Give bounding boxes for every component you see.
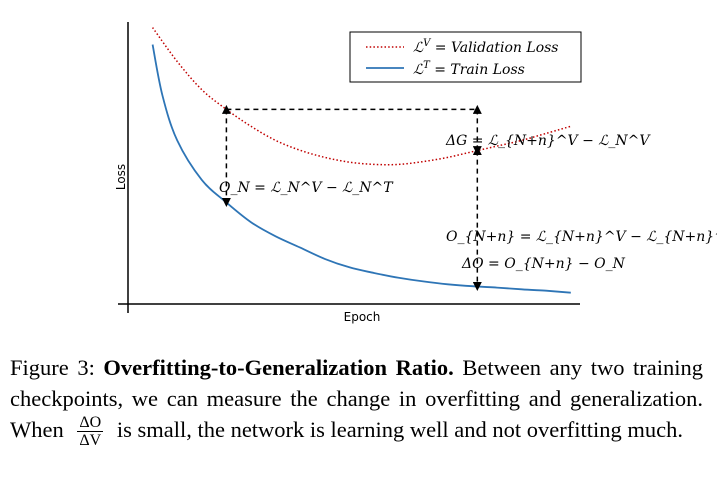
legend: ℒV = Validation Loss ℒT = Train Loss [349, 31, 582, 83]
annotation-overfitting-n-plus-n: O_{N+n} = ℒ_{N+n}^V − ℒ_{N+n}^T [446, 229, 717, 245]
train-loss-line [151, 44, 571, 294]
legend-box [349, 31, 582, 83]
delta-ratio-fraction: ΔO ΔV [77, 414, 104, 450]
x-axis-label: Epoch [344, 310, 381, 324]
caption-body-2: is small, the network is learning well a… [111, 417, 683, 442]
legend-entry-validation: ℒV = Validation Loss [413, 38, 559, 56]
loss-chart: Epoch Loss ℒV = Validation Loss ℒT = Tra… [114, 22, 717, 324]
legend-entry-train: ℒT = Train Loss [413, 60, 525, 78]
fraction-numerator: ΔO [77, 414, 104, 433]
caption-title: Overfitting-to-Generalization Ratio. [103, 355, 454, 380]
fraction-denominator: ΔV [79, 432, 102, 450]
caption-body-1: Between any two training checkpoints, we… [10, 355, 703, 442]
figure-caption: Figure 3: Overfitting-to-Generalization … [10, 352, 703, 449]
annotation-delta-o: ΔO = O_{N+n} − O_N [461, 256, 626, 272]
annotation-delta-g: ΔG = ℒ_{N+n}^V − ℒ_N^V [445, 133, 651, 149]
caption-label: Figure 3: [10, 355, 104, 380]
annotation-overfitting-n: O_N = ℒ_N^V − ℒ_N^T [219, 180, 394, 196]
y-axis-label: Loss [114, 164, 128, 190]
